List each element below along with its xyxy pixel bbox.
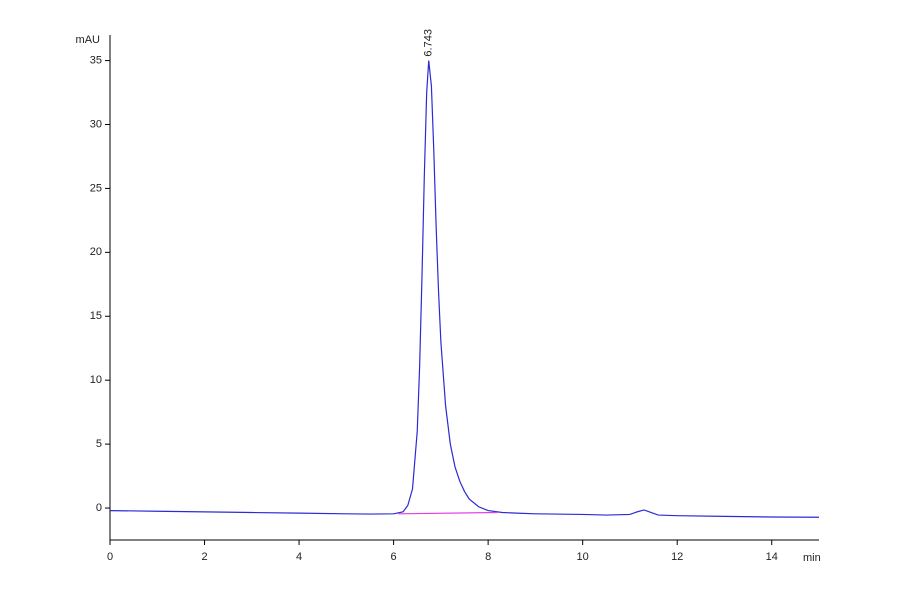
y-tick-label: 30	[90, 118, 102, 130]
x-axis-label: min	[803, 552, 821, 564]
x-tick-label: 4	[296, 551, 302, 563]
y-tick-label: 0	[96, 502, 102, 514]
y-tick-label: 35	[90, 54, 102, 66]
x-tick-label: 8	[485, 551, 491, 563]
x-tick-label: 6	[391, 551, 397, 563]
series-line	[109, 60, 820, 518]
y-axis-label: mAU	[76, 34, 101, 46]
series-line	[398, 511, 498, 515]
x-tick-label: 0	[107, 551, 113, 563]
peak-label: 6.743	[423, 29, 435, 57]
y-tick-label: 20	[90, 246, 102, 258]
x-tick-label: 10	[577, 551, 589, 563]
y-tick-label: 10	[90, 374, 102, 386]
x-tick-label: 12	[671, 551, 683, 563]
y-tick-label: 15	[90, 310, 102, 322]
x-tick-label: 14	[766, 551, 778, 563]
y-tick-label: 25	[90, 182, 102, 194]
y-tick-label: 5	[96, 438, 102, 450]
x-tick-label: 2	[201, 551, 207, 563]
